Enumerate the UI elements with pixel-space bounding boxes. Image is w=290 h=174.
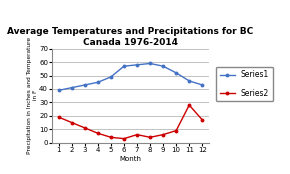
Series1: [96, 81, 100, 83]
Series2: [187, 104, 191, 106]
Series2: [161, 134, 165, 136]
Series1: [200, 84, 204, 86]
Series1: [148, 62, 152, 65]
Series1: [161, 65, 165, 67]
Y-axis label: Precipitation in Inches and Temperature
 in F: Precipitation in Inches and Temperature …: [27, 37, 38, 154]
Series2: [109, 136, 113, 138]
Series1: [122, 65, 126, 67]
Series2: [135, 134, 139, 136]
Series2: [175, 130, 178, 132]
Series1: [109, 76, 113, 78]
Series1: [83, 84, 86, 86]
Series2: [70, 121, 73, 124]
Series1: [70, 87, 73, 89]
Series2: [57, 116, 60, 118]
Line: Series2: Series2: [57, 104, 204, 140]
Series1: [187, 80, 191, 82]
X-axis label: Month: Month: [119, 156, 142, 162]
Series2: [83, 127, 86, 129]
Series2: [148, 136, 152, 138]
Series1: [57, 89, 60, 91]
Line: Series1: Series1: [57, 62, 204, 92]
Series2: [122, 138, 126, 140]
Series2: [200, 119, 204, 121]
Series1: [175, 72, 178, 74]
Series1: [135, 64, 139, 66]
Title: Average Temperatures and Precipitations for BC
Canada 1976-2014: Average Temperatures and Precipitations …: [7, 27, 254, 47]
Series2: [96, 132, 100, 134]
Legend: Series1, Series2: Series1, Series2: [216, 67, 273, 101]
